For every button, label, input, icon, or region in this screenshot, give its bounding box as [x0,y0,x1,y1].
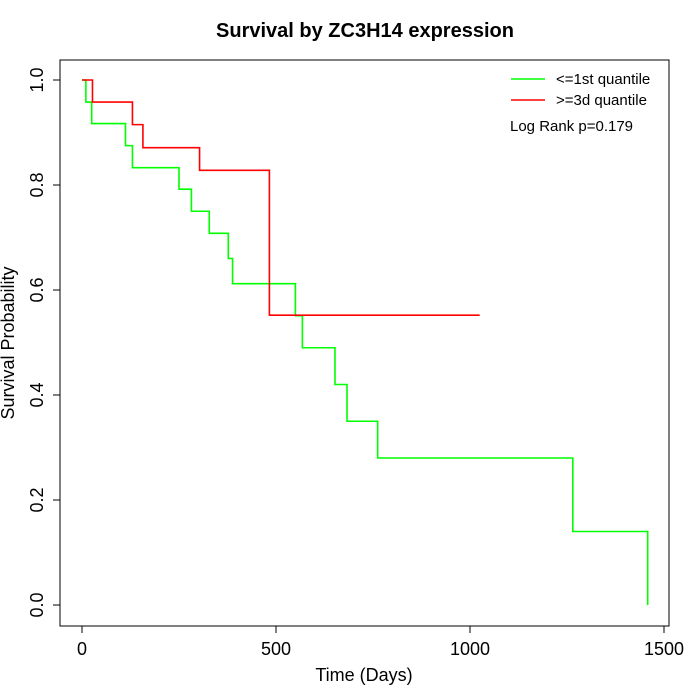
y-tick-label: 0.4 [27,382,47,407]
x-tick-label: 1500 [644,639,684,659]
y-tick-label: 0.2 [27,487,47,512]
y-axis: 0.0 0.2 0.4 0.6 0.8 1.0 [27,67,61,618]
series-line-2 [82,79,480,316]
y-axis-label: Survival Probability [0,266,18,419]
series-layer [82,79,649,605]
y-tick-label: 0.0 [27,592,47,617]
log-rank-annotation: Log Rank p=0.179 [510,118,633,135]
y-tick-label: 0.8 [27,172,47,197]
x-axis-label: Time (Days) [315,665,412,685]
x-tick-label: 0 [77,639,87,659]
series-line-1 [82,79,649,605]
legend-label: <=1st quantile [556,71,650,88]
x-tick-label: 500 [261,639,291,659]
legend-label: >=3d quantile [556,92,647,109]
chart-title: Survival by ZC3H14 expression [216,20,514,42]
legend: <=1st quantile >=3d quantile [511,71,650,109]
y-tick-label: 0.6 [27,277,47,302]
x-tick-label: 1000 [450,639,490,659]
y-tick-label: 1.0 [27,67,47,92]
x-axis: 0 500 1000 1500 [77,625,684,659]
